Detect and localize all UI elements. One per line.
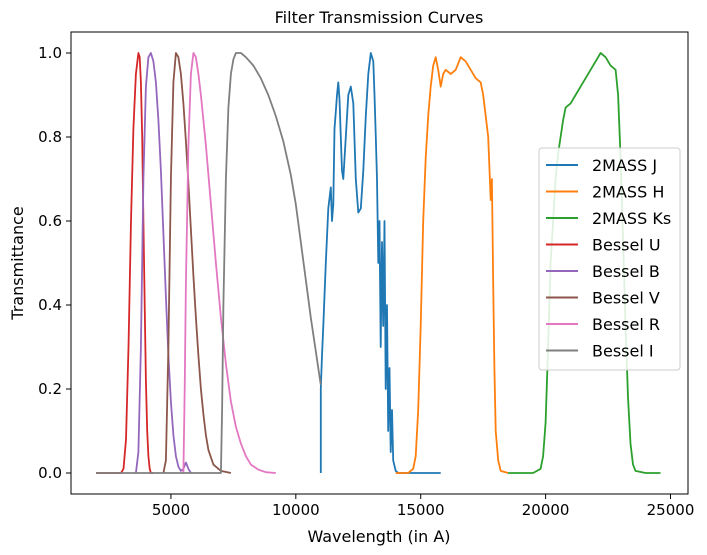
legend-label: 2MASS Ks	[592, 209, 671, 228]
series-line-4	[96, 52, 154, 474]
series-line-7	[182, 52, 276, 474]
legend-label: Bessel I	[592, 342, 654, 361]
series-line-6	[162, 52, 232, 474]
legend-label: Bessel V	[592, 289, 660, 308]
x-tick-label: 5000	[152, 501, 190, 519]
series-layer	[96, 52, 661, 474]
series-line-8	[96, 52, 322, 474]
y-tick-label: 1.0	[38, 44, 62, 62]
legend-label: Bessel B	[592, 262, 660, 281]
y-tick-label: 0.2	[38, 380, 62, 398]
series-line-1	[319, 52, 441, 474]
y-tick-label: 0.0	[38, 464, 62, 482]
y-tick-label: 0.6	[38, 212, 62, 230]
y-tick-label: 0.4	[38, 296, 62, 314]
x-tick-label: 15000	[397, 501, 445, 519]
chart-title: Filter Transmission Curves	[275, 8, 484, 27]
y-tick-label: 0.8	[38, 128, 62, 146]
legend: 2MASS J 2MASS H 2MASS Ks Bessel U Bessel B Be…	[538, 147, 681, 371]
series-line-5	[135, 52, 192, 474]
legend-label: 2MASS J	[592, 156, 657, 175]
x-tick-label: 20000	[522, 501, 570, 519]
x-tick-label: 25000	[647, 501, 695, 519]
y-axis-label: Transmittance	[8, 206, 27, 320]
x-tick-label: 10000	[272, 501, 320, 519]
x-axis: 5000 10000 15000 20000 25000	[152, 494, 695, 519]
legend-label: 2MASS H	[592, 183, 664, 202]
series-line-2	[395, 56, 509, 474]
legend-label: Bessel R	[592, 315, 660, 334]
legend-box	[538, 147, 681, 371]
legend-label: Bessel U	[592, 236, 661, 255]
y-axis: 0.0 0.2 0.4 0.6 0.8 1.0	[38, 44, 71, 482]
x-axis-label: Wavelength (in A)	[307, 527, 450, 546]
plot-frame	[70, 31, 689, 495]
